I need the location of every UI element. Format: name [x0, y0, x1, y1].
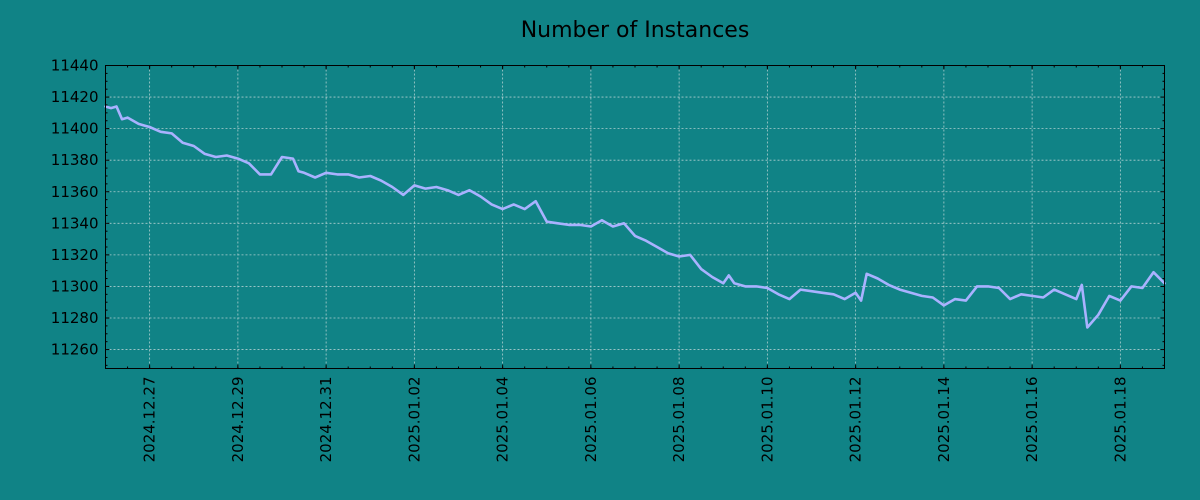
x-tick-label: 2024.12.27: [141, 377, 159, 463]
x-tick-label: 2025.01.02: [405, 377, 423, 463]
y-tick-label: 11380: [51, 151, 99, 169]
series-layer: [104, 105, 1166, 329]
x-tick-label: 2025.01.08: [670, 377, 688, 463]
x-tick-label: 2024.12.31: [317, 377, 335, 463]
y-tick-label: 11420: [51, 88, 99, 106]
y-tick-label: 11320: [51, 246, 99, 264]
plot-frame: [105, 65, 1165, 369]
x-axis: 2024.12.27 2024.12.29 2024.12.31 2025.01.02…: [105, 65, 1165, 463]
y-tick-label: 11300: [51, 277, 99, 295]
chart-title: Number of Instances: [521, 18, 750, 43]
x-tick-label: 2025.01.16: [1023, 377, 1041, 463]
x-tick-label: 2024.12.29: [229, 377, 247, 463]
y-tick-label: 11260: [51, 341, 99, 359]
series-line-0: [104, 105, 1166, 329]
y-tick-label: 11400: [51, 120, 99, 138]
x-tick-label: 2025.01.10: [758, 377, 776, 463]
x-tick-label: 2025.01.18: [1111, 377, 1129, 463]
y-tick-label: 11340: [51, 214, 99, 232]
x-tick-label: 2025.01.06: [582, 377, 600, 463]
x-tick-label: 2025.01.14: [935, 377, 953, 463]
y-tick-label: 11440: [51, 57, 99, 75]
y-tick-label: 11280: [51, 309, 99, 327]
y-tick-label: 11360: [51, 183, 99, 201]
x-tick-label: 2025.01.12: [847, 377, 865, 463]
y-axis: 11260 11280 11300 11320 11340 11360 11380 11400…: [51, 57, 1165, 366]
x-tick-label: 2025.01.04: [494, 377, 512, 463]
grid-lines: [105, 65, 1165, 369]
